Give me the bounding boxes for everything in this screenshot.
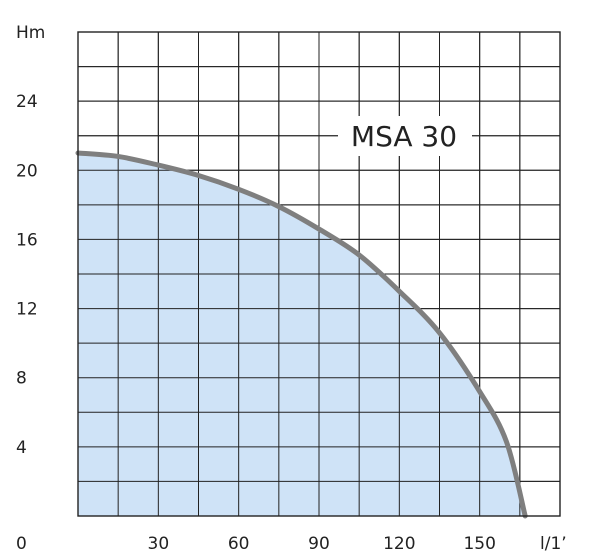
x-tick-label: 120 xyxy=(383,534,415,554)
x-tick-labels: 30 60 90 120 150 xyxy=(148,534,496,554)
y-tick-label: 8 xyxy=(16,369,27,389)
origin-tick-label: 0 xyxy=(16,534,27,554)
y-tick-label: 16 xyxy=(16,230,38,250)
x-tick-label: 150 xyxy=(463,534,495,554)
y-tick-label: 4 xyxy=(16,438,27,458)
plot-border xyxy=(77,31,561,517)
y-tick-label: 12 xyxy=(16,300,38,320)
y-axis-label: Hm xyxy=(16,23,45,43)
y-tick-labels: 4 8 12 16 20 24 xyxy=(16,92,38,458)
chart-title: MSA 30 xyxy=(351,120,457,153)
performance-curve xyxy=(75,150,528,519)
y-tick-label: 24 xyxy=(16,92,38,112)
area-under-curve xyxy=(78,153,526,516)
x-tick-label: 60 xyxy=(228,534,250,554)
x-axis-label: l/1’ xyxy=(540,534,567,554)
x-tick-label: 90 xyxy=(308,534,330,554)
x-tick-label: 30 xyxy=(148,534,170,554)
title-background xyxy=(338,116,472,156)
y-tick-label: 20 xyxy=(16,161,38,181)
